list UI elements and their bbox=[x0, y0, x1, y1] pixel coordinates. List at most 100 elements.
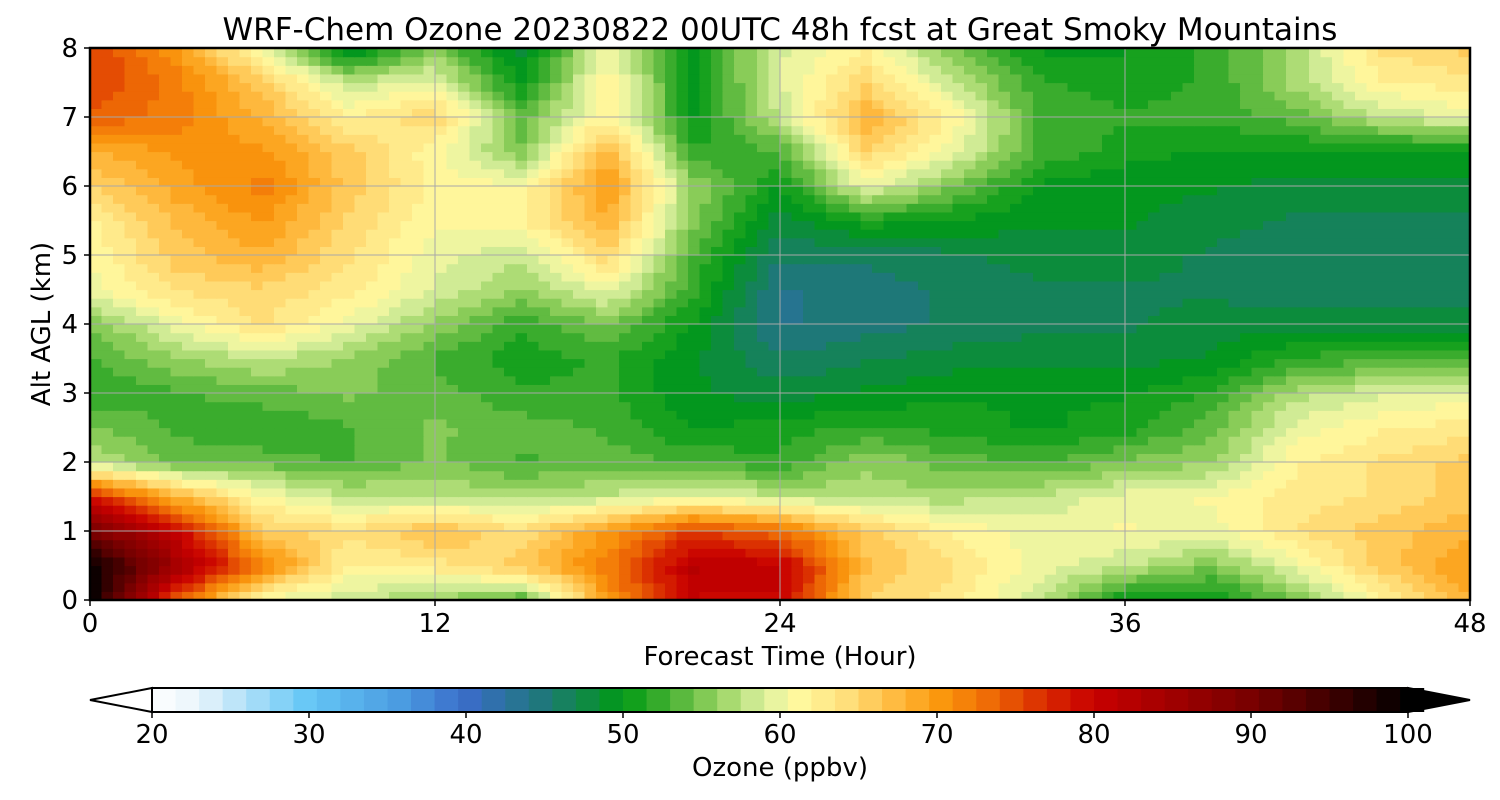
heatmap-cell bbox=[745, 393, 758, 403]
heatmap-cell bbox=[561, 315, 574, 325]
heatmap-cell bbox=[1090, 255, 1103, 265]
heatmap-cell bbox=[1102, 315, 1115, 325]
heatmap-cell bbox=[216, 462, 229, 472]
heatmap-cell bbox=[1217, 582, 1230, 592]
heatmap-cell bbox=[136, 349, 149, 360]
heatmap-cell bbox=[1159, 384, 1172, 394]
heatmap-cell bbox=[1136, 272, 1149, 282]
heatmap-cell bbox=[929, 539, 942, 549]
heatmap-cell bbox=[90, 444, 103, 454]
heatmap-cell bbox=[1194, 496, 1207, 506]
heatmap-cell bbox=[699, 505, 712, 515]
heatmap-cell bbox=[515, 427, 528, 437]
heatmap-cell bbox=[1355, 513, 1368, 523]
heatmap-cell bbox=[780, 255, 793, 265]
heatmap-cell bbox=[1090, 393, 1103, 403]
heatmap-cell bbox=[1447, 462, 1460, 472]
heatmap-cell bbox=[1194, 582, 1207, 592]
heatmap-cell bbox=[1424, 470, 1437, 480]
heatmap-cell bbox=[826, 582, 839, 592]
heatmap-cell bbox=[596, 462, 609, 472]
heatmap-cell bbox=[1458, 453, 1470, 463]
heatmap-cell bbox=[872, 539, 885, 549]
heatmap-cell bbox=[1102, 470, 1115, 480]
heatmap-cell bbox=[883, 393, 896, 403]
heatmap-cell bbox=[987, 401, 1000, 411]
heatmap-cell bbox=[745, 401, 758, 411]
heatmap-cell bbox=[1067, 246, 1080, 256]
heatmap-cell bbox=[1297, 582, 1310, 592]
heatmap-cell bbox=[423, 470, 436, 480]
heatmap-cell bbox=[1263, 255, 1276, 265]
heatmap-cell bbox=[607, 548, 620, 558]
heatmap-cell bbox=[1447, 479, 1460, 489]
heatmap-cell bbox=[883, 522, 896, 532]
heatmap-cell bbox=[964, 306, 977, 316]
heatmap-cell bbox=[1343, 470, 1356, 480]
heatmap-cell bbox=[803, 375, 816, 385]
heatmap-cell bbox=[1090, 496, 1103, 506]
heatmap-cell bbox=[1412, 315, 1425, 325]
heatmap-cell bbox=[860, 556, 873, 567]
heatmap-cell bbox=[492, 591, 505, 600]
heatmap-cell bbox=[90, 375, 103, 385]
heatmap-cell bbox=[1113, 367, 1126, 377]
heatmap-cell bbox=[745, 427, 758, 437]
heatmap-cell bbox=[596, 349, 609, 360]
heatmap-cell bbox=[308, 539, 321, 549]
heatmap-cell bbox=[883, 531, 896, 541]
heatmap-cell bbox=[1171, 453, 1184, 463]
heatmap-cell bbox=[239, 401, 252, 411]
heatmap-cell bbox=[607, 565, 620, 575]
heatmap-cell bbox=[929, 358, 942, 368]
heatmap-cell bbox=[377, 531, 390, 541]
heatmap-cell bbox=[170, 410, 183, 420]
heatmap-cell bbox=[918, 324, 931, 334]
heatmap-cell bbox=[1125, 444, 1138, 454]
heatmap-cell bbox=[768, 324, 781, 334]
heatmap-cell bbox=[1033, 513, 1046, 523]
heatmap-cell bbox=[170, 531, 183, 541]
heatmap-cell bbox=[699, 522, 712, 532]
heatmap-cell bbox=[895, 280, 908, 291]
heatmap-cell bbox=[941, 375, 954, 385]
heatmap-cell bbox=[1010, 505, 1023, 515]
heatmap-cell bbox=[1458, 487, 1470, 498]
heatmap-cell bbox=[814, 272, 827, 282]
heatmap-cell bbox=[538, 349, 551, 360]
heatmap-cell bbox=[1309, 289, 1322, 299]
heatmap-cell bbox=[550, 410, 563, 420]
heatmap-cell bbox=[1217, 591, 1230, 600]
heatmap-cell bbox=[734, 487, 747, 498]
heatmap-cell bbox=[837, 574, 850, 584]
heatmap-cell bbox=[1458, 349, 1470, 360]
heatmap-cell bbox=[607, 401, 620, 411]
heatmap-cell bbox=[653, 401, 666, 411]
heatmap-cell bbox=[584, 436, 597, 446]
heatmap-cell bbox=[665, 487, 678, 498]
heatmap-cell bbox=[136, 375, 149, 385]
heatmap-cell bbox=[1217, 427, 1230, 437]
heatmap-cell bbox=[320, 393, 333, 403]
heatmap-cell bbox=[1309, 367, 1322, 377]
heatmap-cell bbox=[1125, 453, 1138, 463]
heatmap-cell bbox=[1194, 375, 1207, 385]
heatmap-cell bbox=[768, 539, 781, 549]
heatmap-cell bbox=[481, 548, 494, 558]
heatmap-cell bbox=[906, 289, 919, 299]
heatmap-cell bbox=[1171, 574, 1184, 584]
heatmap-cell bbox=[1274, 298, 1287, 308]
heatmap-cell bbox=[1412, 332, 1425, 342]
heatmap-cell bbox=[1263, 341, 1276, 351]
heatmap-cell bbox=[1297, 367, 1310, 377]
heatmap-cell bbox=[515, 358, 528, 368]
heatmap-cell bbox=[768, 384, 781, 394]
heatmap-cell bbox=[435, 324, 448, 334]
heatmap-cell bbox=[619, 272, 632, 282]
heatmap-cell bbox=[895, 565, 908, 575]
heatmap-cell bbox=[320, 470, 333, 480]
heatmap-cell bbox=[297, 418, 310, 429]
heatmap-cell bbox=[584, 255, 597, 265]
heatmap-cell bbox=[1102, 513, 1115, 523]
heatmap-cell bbox=[423, 591, 436, 600]
